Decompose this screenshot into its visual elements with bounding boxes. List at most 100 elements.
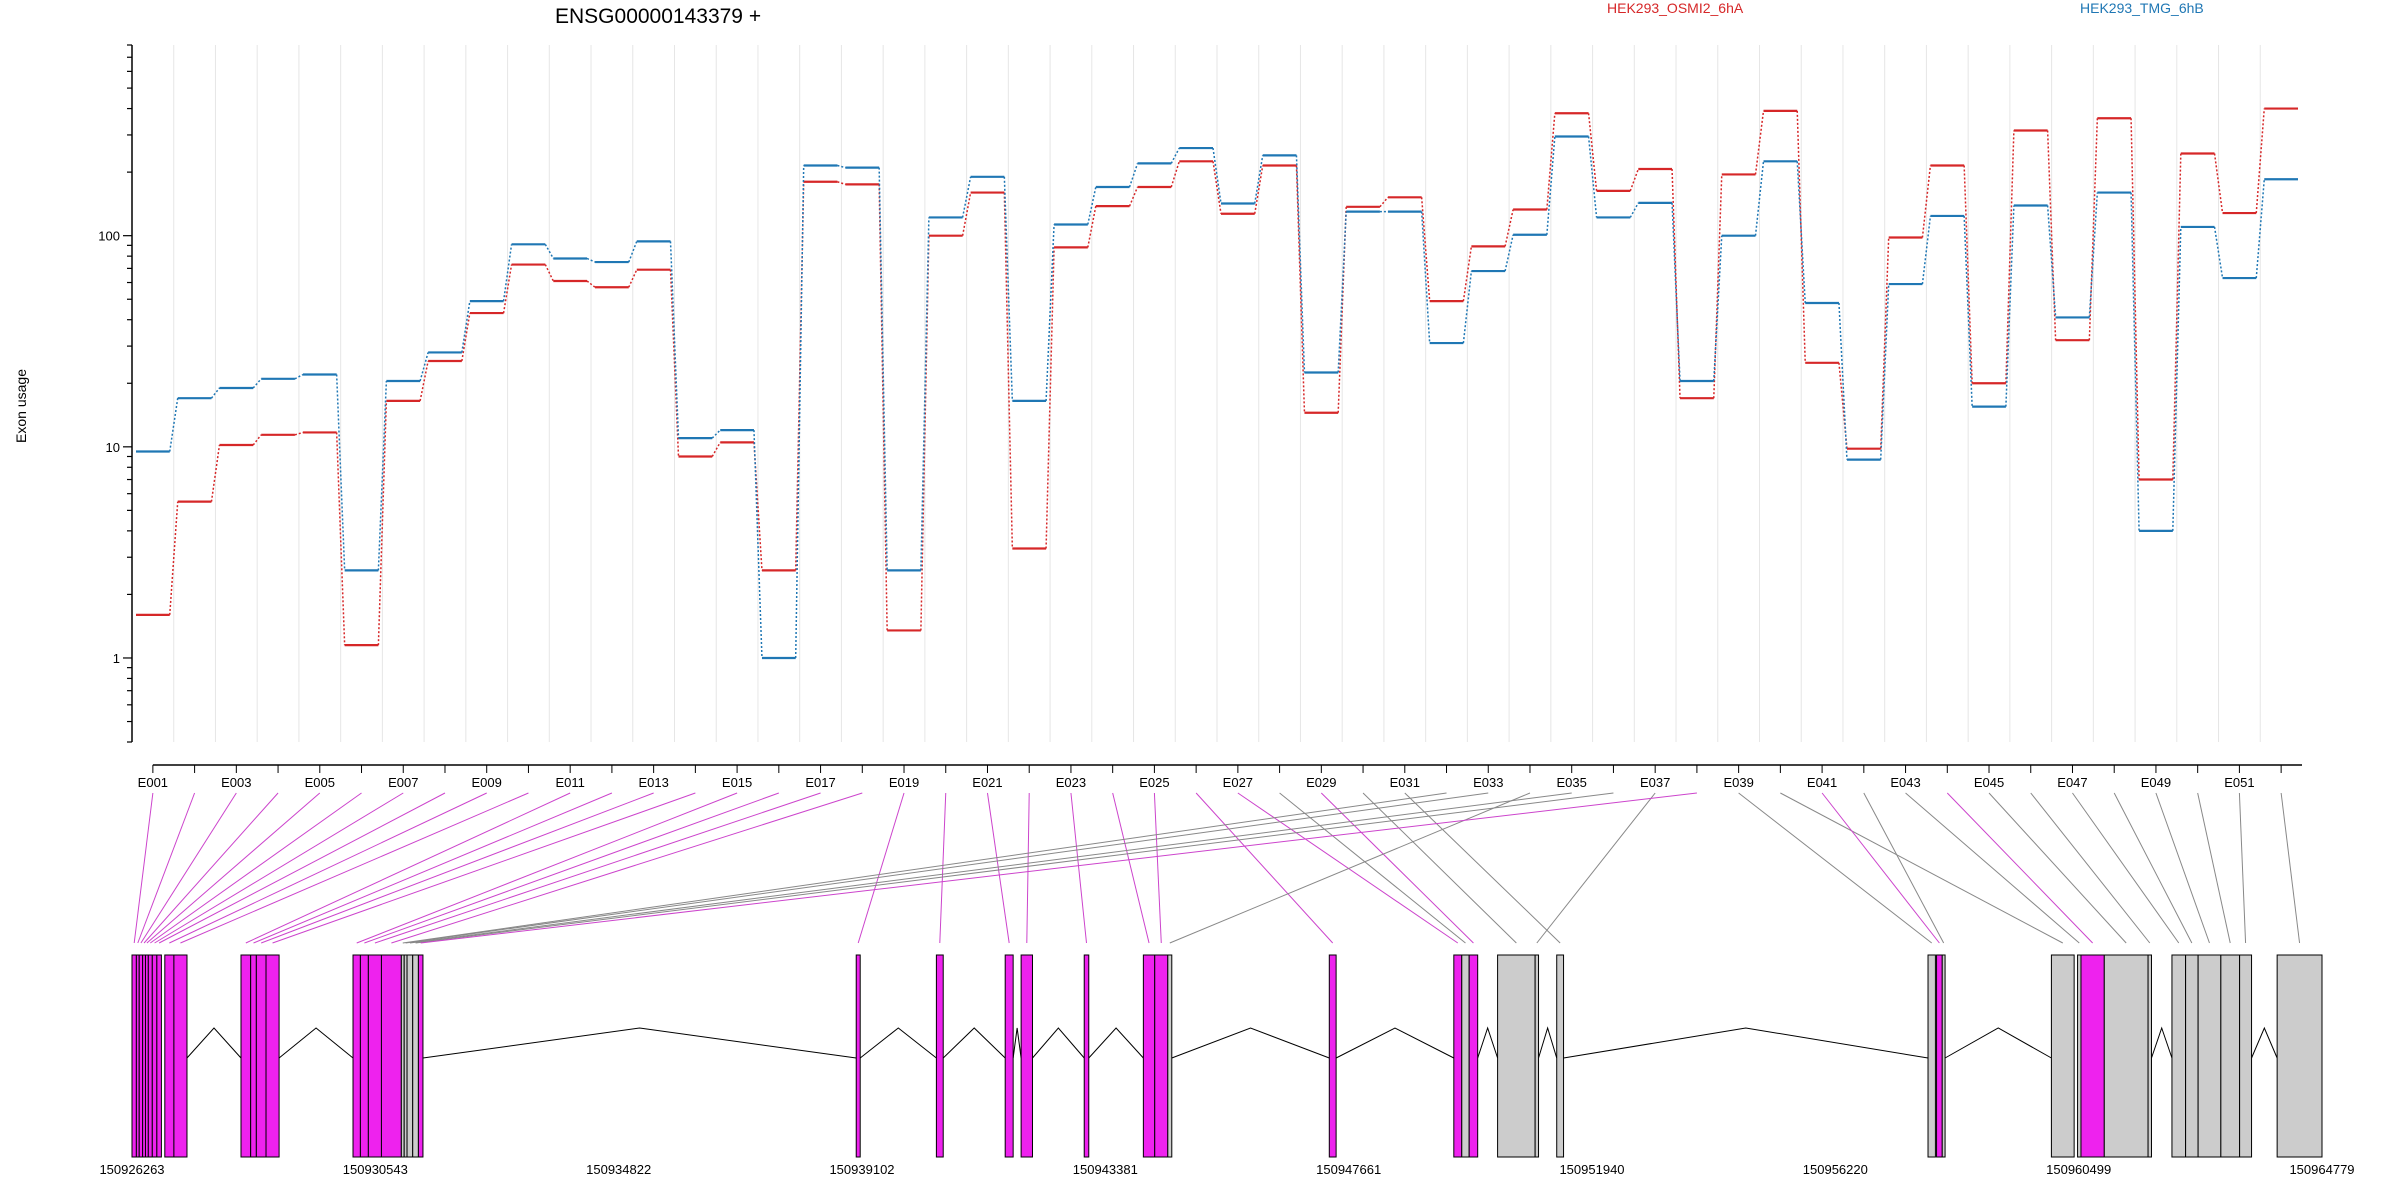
exon-connector bbox=[402, 792, 1447, 944]
exon-block bbox=[2239, 954, 2253, 1158]
data-connector bbox=[2046, 205, 2057, 318]
exon-connector bbox=[1237, 792, 1459, 944]
exon-block bbox=[935, 954, 944, 1158]
exon-block bbox=[1083, 954, 1090, 1158]
exon-connector bbox=[1362, 792, 1517, 944]
data-connector bbox=[168, 501, 179, 615]
data-connector bbox=[1295, 165, 1306, 413]
exon-block bbox=[855, 954, 861, 1158]
genomic-coordinate-label: 150926263 bbox=[99, 1162, 164, 1177]
y-tick-label: 1 bbox=[113, 651, 120, 666]
data-connector bbox=[294, 373, 304, 380]
exon-connector bbox=[857, 792, 905, 944]
x-tick-label: E041 bbox=[1807, 775, 1837, 790]
exon-block bbox=[2276, 954, 2323, 1158]
intron-line bbox=[1563, 1027, 1929, 1059]
data-connector bbox=[1462, 246, 1473, 302]
genomic-coordinate-label: 150951940 bbox=[1559, 1162, 1624, 1177]
exon-block bbox=[255, 954, 267, 1158]
exon-block bbox=[1142, 954, 1156, 1158]
exon-block bbox=[417, 954, 424, 1158]
data-connector bbox=[1754, 161, 1765, 236]
exon-connector bbox=[986, 792, 1010, 944]
exon-connector bbox=[1946, 792, 2093, 944]
exon-connector bbox=[133, 792, 154, 944]
exon-block bbox=[2080, 954, 2105, 1158]
genomic-coordinate-label: 150930543 bbox=[343, 1162, 408, 1177]
exon-block bbox=[2050, 954, 2075, 1158]
intron-line bbox=[1171, 1027, 1330, 1059]
exon-block bbox=[164, 954, 175, 1158]
exon-block bbox=[147, 954, 153, 1158]
intron-line bbox=[1335, 1027, 1455, 1059]
exon-connector bbox=[2155, 792, 2210, 944]
data-connector bbox=[1128, 163, 1139, 188]
exon-connector bbox=[409, 792, 1572, 944]
y-tick-label: 100 bbox=[98, 229, 120, 244]
intron-line bbox=[278, 1027, 354, 1059]
exon-connector bbox=[1821, 792, 1940, 944]
exon-connector bbox=[2238, 792, 2247, 944]
exon-connector bbox=[1070, 792, 1087, 944]
data-connector bbox=[878, 167, 888, 571]
exon-block bbox=[1936, 954, 1943, 1158]
exon-connector bbox=[1863, 792, 1945, 944]
exon-block bbox=[2147, 954, 2152, 1158]
x-tick-label: E035 bbox=[1557, 775, 1587, 790]
data-connector bbox=[837, 181, 846, 186]
intron-line bbox=[1012, 1027, 1022, 1059]
intron-line bbox=[1944, 1027, 2052, 1059]
x-tick-label: E017 bbox=[805, 775, 835, 790]
exon-connector bbox=[1404, 792, 1561, 944]
intron-line bbox=[422, 1027, 857, 1059]
data-connector bbox=[544, 264, 554, 282]
exon-connector bbox=[1195, 792, 1334, 944]
exon-connector bbox=[143, 792, 279, 944]
exon-block bbox=[2185, 954, 2199, 1158]
exon-block bbox=[138, 954, 144, 1158]
exon-block bbox=[1497, 954, 1536, 1158]
data-connector bbox=[1170, 147, 1180, 164]
exon-connector bbox=[1780, 792, 2064, 944]
exon-connector bbox=[405, 792, 1489, 944]
data-connector bbox=[544, 243, 554, 259]
data-connector bbox=[1671, 202, 1681, 382]
data-connector bbox=[1546, 113, 1556, 210]
data-connector bbox=[1253, 165, 1264, 214]
exon-connector bbox=[2197, 792, 2231, 944]
exon-connector bbox=[420, 792, 1697, 944]
exon-block bbox=[1468, 954, 1479, 1158]
exon-connector bbox=[180, 792, 529, 944]
exon-connector bbox=[2280, 792, 2301, 944]
data-connector bbox=[586, 280, 596, 288]
axes: 1 10 100 E001 E003 E005 E007 E009 E011 E013 E015 E0… bbox=[98, 44, 2302, 790]
data-connector bbox=[419, 360, 429, 402]
genomic-coordinate-label: 150956220 bbox=[1803, 1162, 1868, 1177]
gene-model: 150926263 150930543 150934822 150939102 1509… bbox=[99, 954, 2355, 1177]
exon-block bbox=[156, 954, 162, 1158]
exon-connector bbox=[154, 792, 404, 944]
exon-connector bbox=[253, 792, 613, 944]
x-tick-label: E031 bbox=[1390, 775, 1420, 790]
exon-connector bbox=[146, 792, 321, 944]
exon-block bbox=[2077, 954, 2082, 1158]
data-connector bbox=[711, 441, 721, 457]
data-connector bbox=[461, 312, 471, 362]
intron-line bbox=[1032, 1027, 1085, 1059]
data-connector bbox=[1462, 270, 1473, 344]
exon-block bbox=[412, 954, 419, 1158]
x-tick-label: E049 bbox=[2141, 775, 2171, 790]
data-connector bbox=[1253, 155, 1264, 204]
data-connector bbox=[1587, 136, 1598, 218]
exon-block bbox=[1154, 954, 1169, 1158]
data-connector bbox=[961, 192, 972, 236]
x-tick-label: E005 bbox=[305, 775, 335, 790]
exon-connector bbox=[150, 792, 362, 944]
exon-connector bbox=[2113, 792, 2193, 944]
data-connector bbox=[1420, 211, 1431, 344]
x-tick-label: E021 bbox=[972, 775, 1002, 790]
x-tick-label: E037 bbox=[1640, 775, 1670, 790]
exon-connector bbox=[158, 792, 446, 944]
exon-connector bbox=[415, 792, 1614, 944]
exon-connector-lines bbox=[133, 792, 2301, 944]
